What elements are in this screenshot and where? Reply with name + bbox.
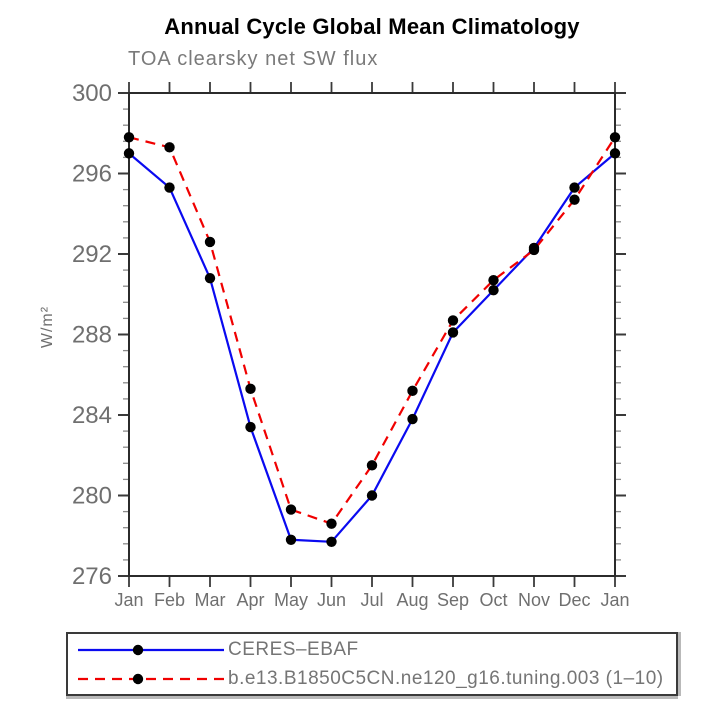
- ceres-ebaf-data-point: [164, 182, 175, 193]
- y-tick-label: 280: [72, 483, 112, 510]
- plot-frame: [128, 92, 616, 577]
- x-tick-label: Oct: [479, 590, 507, 610]
- y-tick-label: 300: [72, 80, 112, 107]
- model-data-point: [447, 315, 459, 326]
- model-data-point: [488, 274, 499, 286]
- x-tick-label: May: [274, 590, 308, 610]
- model-data-point: [407, 385, 418, 397]
- ceres-ebaf-data-point: [326, 536, 337, 547]
- legend-line-sample-ceres: [78, 644, 224, 655]
- ceres-ebaf-line: [128, 152, 616, 543]
- legend: CERES–EBAF b.e13.B1850C5CN.ne120_g16.tun…: [66, 632, 678, 696]
- model-data-point: [204, 236, 216, 248]
- model-data-point: [609, 132, 621, 143]
- model-data-point: [245, 383, 256, 395]
- model-data-point: [285, 504, 297, 515]
- x-tick-label: Jan: [600, 590, 629, 610]
- x-tick-label: Nov: [518, 590, 550, 610]
- y-tick-label: 284: [72, 402, 112, 429]
- model-data-point: [528, 244, 540, 256]
- legend-item-model: b.e13.B1850C5CN.ne120_g16.tuning.003 (1–…: [68, 665, 676, 692]
- legend-label-ceres: CERES–EBAF: [228, 638, 359, 660]
- y-tick-label: 276: [72, 563, 112, 590]
- ceres-ebaf-data-point: [407, 413, 418, 425]
- model-data-point: [326, 518, 337, 529]
- x-tick-label: Dec: [558, 590, 590, 610]
- legend-line-sample-model: [78, 673, 224, 684]
- chart-subtitle: TOA clearsky net SW flux: [128, 48, 379, 70]
- ceres-ebaf-data-point: [204, 272, 216, 284]
- x-tick-label: Jun: [317, 590, 346, 610]
- x-tick-label: Jul: [360, 590, 383, 610]
- x-tick-label: Jan: [114, 590, 143, 610]
- model-data-point: [569, 194, 580, 205]
- x-tick-label: Mar: [195, 590, 226, 610]
- ceres-ebaf-data-point: [447, 327, 459, 338]
- ceres-ebaf-data-point: [123, 148, 135, 159]
- ceres-ebaf-data-point: [285, 534, 297, 545]
- chart-title: Annual Cycle Global Mean Climatology: [164, 14, 580, 39]
- ceres-ebaf-data-point: [488, 285, 499, 296]
- ceres-ebaf-data-point: [569, 182, 580, 193]
- y-tick-label: 288: [72, 322, 112, 349]
- y-tick-label: 296: [72, 161, 112, 188]
- model-data-point: [164, 142, 175, 153]
- model-data-point: [366, 460, 378, 471]
- ceres-ebaf-data-point: [245, 421, 256, 433]
- ceres-ebaf-data-point: [366, 490, 378, 501]
- x-tick-label: Aug: [396, 590, 428, 610]
- x-tick-label: Feb: [154, 590, 185, 610]
- legend-label-model: b.e13.B1850C5CN.ne120_g16.tuning.003 (1–…: [228, 667, 664, 689]
- legend-item-ceres: CERES–EBAF: [68, 636, 676, 663]
- x-tick-label: Sep: [437, 590, 469, 610]
- y-tick-label: 292: [72, 241, 112, 268]
- model-data-point: [123, 132, 135, 143]
- x-tick-label: Apr: [236, 590, 264, 610]
- ceres-ebaf-data-point: [609, 148, 621, 159]
